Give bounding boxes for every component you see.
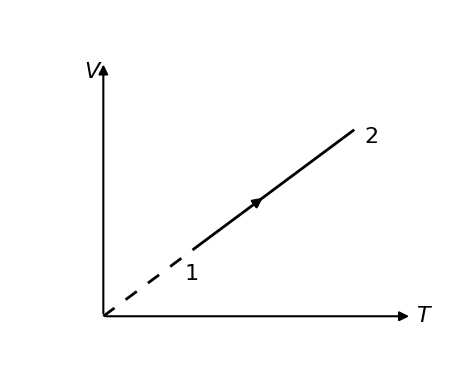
Text: T: T [416,306,429,326]
Text: 1: 1 [184,264,199,284]
Text: V: V [84,62,100,82]
Text: 2: 2 [364,126,378,147]
